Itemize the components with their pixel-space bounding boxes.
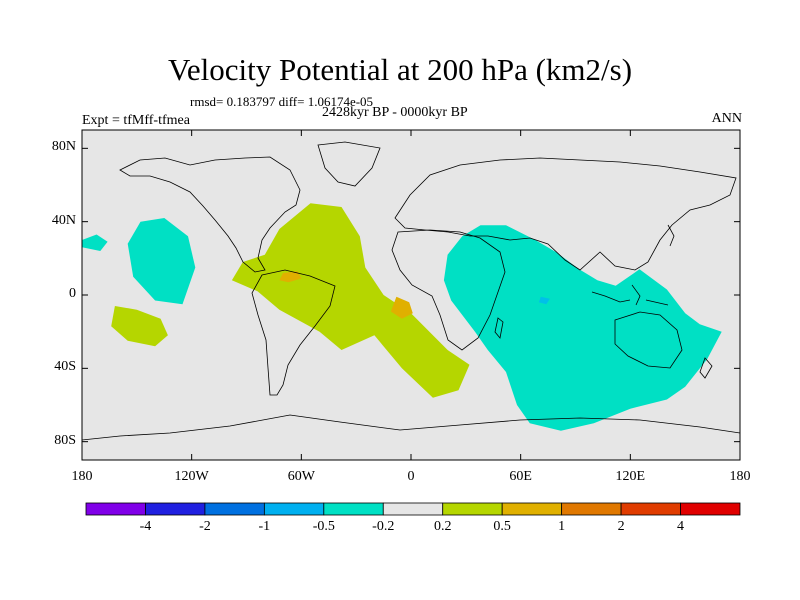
east-pacific-negative-anomaly xyxy=(127,218,196,305)
lat-label: 40S xyxy=(54,359,76,375)
south-pacific-positive-anomaly xyxy=(111,306,168,347)
season-label: ANN xyxy=(711,111,742,126)
stats-text: rmsd= 0.183797 diff= 1.06174e-05 xyxy=(190,94,374,109)
west-pacific-negative-anomaly xyxy=(82,234,108,251)
lat-label: 80N xyxy=(51,139,76,155)
lon-label: 60E xyxy=(509,469,532,484)
lat-label: 40N xyxy=(51,212,76,228)
colorbar-label: -2 xyxy=(199,519,211,534)
lon-label: 180 xyxy=(71,469,93,484)
map-title: Velocity Potential at 200 hPa (km2/s) xyxy=(167,52,633,87)
coastlines xyxy=(82,141,740,441)
colorbar-swatch xyxy=(204,502,265,516)
lat-label: 0 xyxy=(69,286,76,301)
colorbar-swatch xyxy=(263,502,325,516)
colorbar-swatch xyxy=(561,502,622,516)
colorbar-swatch xyxy=(501,502,563,516)
colorbar-label: 2 xyxy=(617,519,625,534)
colorbar-swatch xyxy=(680,502,741,516)
caribbean-positive-anomaly xyxy=(279,271,302,283)
lat-label: 80S xyxy=(54,432,76,448)
colorbar-swatch xyxy=(85,502,146,516)
lon-label: 120E xyxy=(615,469,646,484)
colorbar-label: -0.2 xyxy=(372,519,395,534)
colorbar-label: -4 xyxy=(139,519,152,534)
colorbar-label: 0.2 xyxy=(433,519,452,534)
arabian-sea-negative-anomaly xyxy=(538,296,550,305)
experiment-label: Expt = tfMff-tfmea xyxy=(82,113,190,128)
colorbar-swatch xyxy=(442,502,503,516)
lon-label: 60W xyxy=(287,469,315,484)
colorbar-label: 0.5 xyxy=(493,519,511,534)
indian-ocean-negative-anomaly xyxy=(443,225,722,431)
lon-label: 120W xyxy=(174,469,209,484)
colorbar-label: 1 xyxy=(558,519,566,534)
period-label: 2428kyr BP - 0000kyr BP xyxy=(322,105,468,120)
lon-label: 180 xyxy=(729,469,751,484)
colorbar-swatch xyxy=(145,502,206,516)
atlantic-positive-anomaly xyxy=(231,203,470,398)
colorbar-label: -0.5 xyxy=(312,519,335,534)
brazil-positive-anomaly xyxy=(390,296,413,319)
colorbar-swatch xyxy=(323,502,384,516)
lon-label: 0 xyxy=(407,469,415,484)
anomaly-regions xyxy=(82,203,722,431)
colorbar xyxy=(85,502,741,516)
colorbar-label: 4 xyxy=(677,519,685,534)
colorbar-label: -1 xyxy=(258,519,271,534)
axis-ticks xyxy=(81,130,741,460)
colorbar-swatch xyxy=(382,502,444,516)
colorbar-swatch xyxy=(620,502,681,516)
